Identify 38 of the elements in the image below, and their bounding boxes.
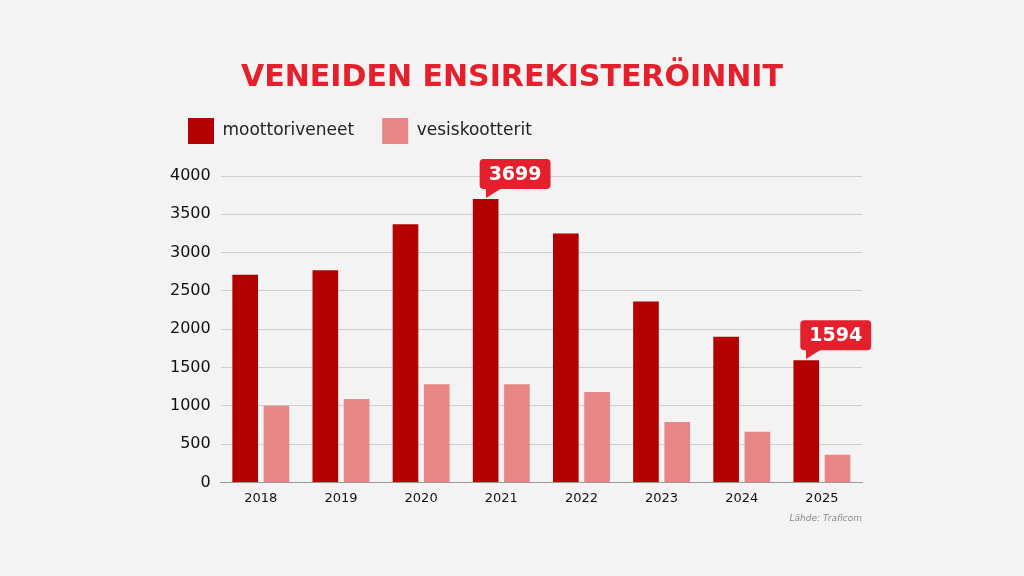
x-tick-label: 2025: [805, 489, 839, 505]
bar: [232, 274, 258, 482]
bar: [312, 270, 339, 482]
x-tick-label: 2024: [725, 489, 759, 505]
data-label: 3699: [488, 161, 542, 184]
x-tick-label: 2021: [484, 489, 518, 505]
bar: [343, 398, 370, 482]
bar: [584, 392, 610, 482]
y-tick-label: 1000: [170, 394, 211, 414]
y-tick-label: 2000: [170, 318, 211, 338]
text: Lähde: Traficom: [789, 512, 863, 523]
legend-label: moottoriveneet: [222, 119, 355, 140]
bar: [472, 199, 499, 482]
x-tick-label: 2019: [324, 489, 358, 505]
x-tick-label: 2022: [564, 489, 598, 505]
data-label: 1594: [809, 323, 863, 346]
bar: [423, 384, 450, 482]
bar: [263, 405, 290, 482]
y-tick-label: 2500: [170, 280, 211, 300]
y-tick-label: 4000: [170, 165, 211, 185]
y-tick-label: 1500: [170, 356, 211, 376]
y-tick-label: 0: [200, 471, 211, 491]
bar: [664, 421, 691, 482]
bar: [504, 384, 530, 482]
y-tick-label: 3500: [170, 203, 211, 223]
x-tick-label: 2023: [645, 489, 679, 505]
bar: [744, 431, 771, 482]
bar: [633, 301, 659, 482]
bar: [552, 233, 579, 482]
legend-label: vesiskootterit: [416, 119, 533, 140]
bar: [392, 224, 419, 482]
x-tick-label: 2020: [404, 489, 438, 505]
bar: [713, 336, 739, 482]
y-tick-label: 500: [180, 433, 211, 453]
chart-title: VENEIDEN ENSIREKISTERÖINNIT: [240, 58, 784, 93]
y-tick-label: 3000: [170, 241, 211, 261]
bar: [824, 454, 851, 482]
x-tick-label: 2018: [244, 489, 278, 505]
